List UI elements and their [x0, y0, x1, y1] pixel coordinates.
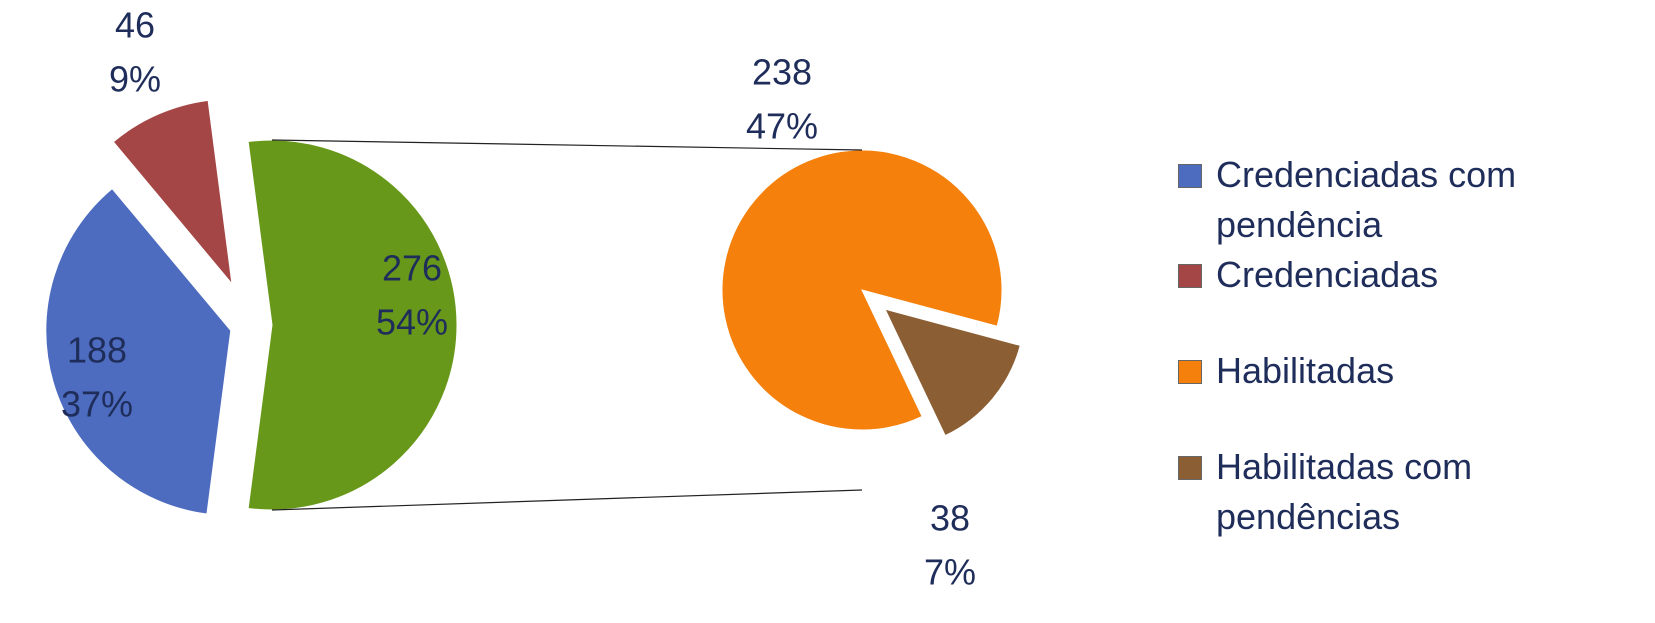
data-label: 37%	[61, 384, 133, 425]
legend-label: Credenciadas	[1216, 254, 1439, 295]
legend-swatch	[1178, 456, 1202, 480]
legend-item: Credenciadas	[1178, 250, 1578, 300]
data-label: 7%	[924, 552, 976, 593]
pie-slice	[721, 149, 1003, 431]
data-label: 38	[930, 498, 970, 539]
data-label: 276	[382, 248, 442, 289]
data-label: 54%	[376, 302, 448, 343]
data-label: 238	[752, 52, 812, 93]
legend-item: Habilitadas	[1178, 346, 1578, 396]
legend-item: Habilitadas com pendências	[1178, 442, 1578, 542]
data-label: 46	[115, 5, 155, 46]
legend-item: Credenciadas com pendência	[1178, 150, 1578, 250]
pie-slice	[45, 187, 232, 515]
pie-slice	[247, 139, 458, 511]
connector-line	[271, 489, 863, 511]
legend: Credenciadas com pendência Credenciadas Ha…	[1178, 150, 1578, 542]
pie-slice	[884, 308, 1021, 437]
data-label: 9%	[109, 59, 161, 100]
legend-swatch	[1178, 360, 1202, 384]
data-label: 188	[67, 330, 127, 371]
legend-label: Habilitadas com pendências	[1216, 446, 1473, 537]
legend-label: Credenciadas com pendência	[1216, 154, 1517, 245]
legend-swatch	[1178, 164, 1202, 188]
chart: 188 37% 46 9% 276 54% 238 47% 38 7%	[45, 5, 1021, 593]
data-label: 47%	[746, 106, 818, 147]
legend-swatch	[1178, 264, 1202, 288]
connector-line	[271, 139, 863, 151]
legend-label: Habilitadas	[1216, 350, 1395, 391]
pie-slice	[112, 99, 233, 286]
